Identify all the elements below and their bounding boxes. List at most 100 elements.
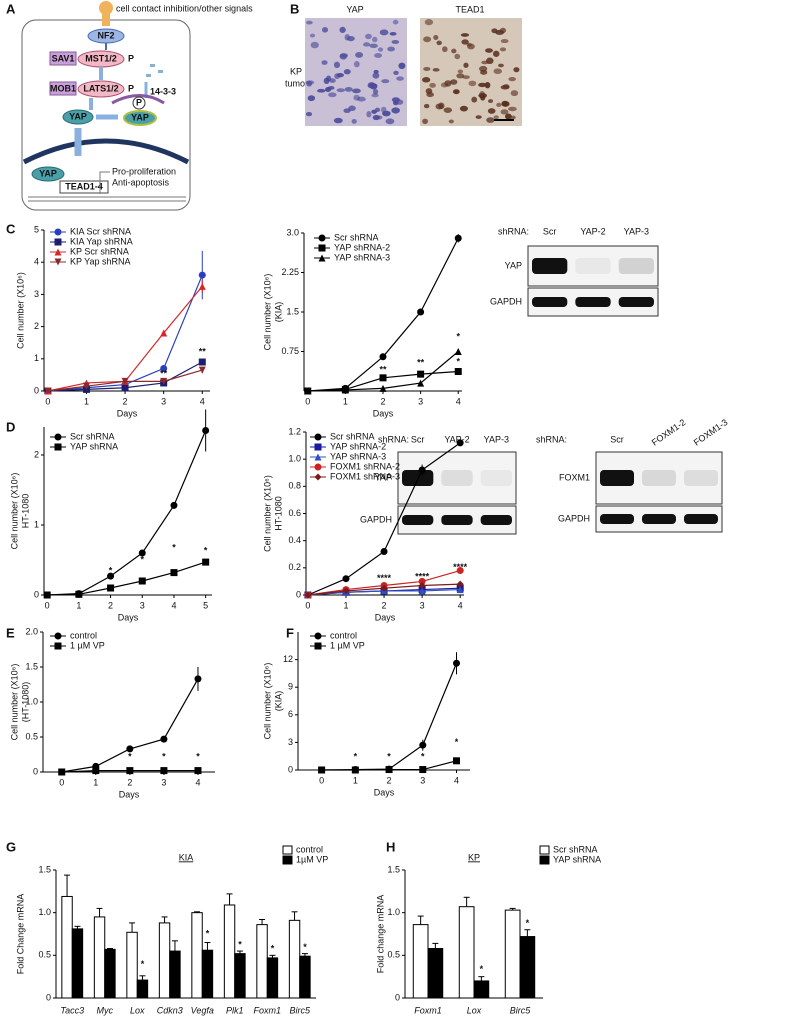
nucleus — [499, 47, 507, 52]
marker — [304, 591, 312, 599]
series-line — [47, 285, 203, 392]
row-label: GAPDH — [360, 514, 392, 524]
legend-label: Scr shRNA — [330, 431, 375, 441]
marker — [121, 384, 129, 392]
panel-label: E — [6, 625, 15, 640]
annotation: ** — [417, 357, 425, 367]
bar — [256, 924, 268, 999]
chart-title: KIA — [179, 852, 194, 862]
nucleus — [321, 60, 328, 65]
marker — [304, 387, 312, 395]
nucleus — [423, 103, 430, 109]
legend-swatch — [539, 855, 550, 865]
legend-label: Scr shRNA — [70, 431, 115, 441]
legend-label: YAP shRNA-2 — [330, 441, 386, 451]
band — [532, 297, 568, 307]
outcome-label: Anti-apoptosis — [112, 177, 170, 187]
blot-lead: shRNA: — [536, 434, 567, 444]
marker — [417, 370, 425, 378]
adaptor-glyph — [158, 70, 163, 73]
marker — [418, 577, 426, 585]
band — [441, 515, 473, 525]
marker — [170, 501, 178, 509]
bar — [266, 957, 279, 999]
nucleus — [372, 88, 379, 95]
marker — [198, 271, 206, 279]
nucleus — [355, 51, 364, 58]
bar — [234, 953, 246, 999]
nucleus — [353, 94, 360, 101]
nucleus — [398, 62, 406, 70]
nucleus — [372, 36, 378, 43]
bar — [201, 949, 214, 999]
nucleus — [508, 77, 516, 82]
signal-label: cell contact inhibition/other signals — [116, 3, 253, 13]
bar — [288, 919, 301, 999]
yap-node — [31, 166, 65, 182]
lane-label: FOXM1-2 — [650, 417, 688, 448]
marker — [454, 234, 462, 242]
y-tick-label: 12 — [283, 654, 293, 664]
nucleus — [382, 110, 391, 117]
y-tick-label: 4 — [34, 257, 39, 267]
y-tick-label: 0.5 — [25, 731, 38, 741]
legend-label: 1 µM VP — [70, 640, 105, 650]
band — [441, 470, 473, 486]
band — [618, 297, 654, 307]
nucleus — [491, 28, 498, 34]
annotation: * — [354, 751, 358, 761]
nucleus — [333, 61, 341, 69]
y-tick-label: 2.25 — [281, 267, 299, 277]
marker — [198, 282, 206, 290]
nucleus — [480, 69, 488, 75]
bar — [126, 931, 138, 999]
nucleus — [343, 69, 351, 75]
nucleus — [321, 27, 329, 33]
nucleus — [500, 85, 510, 90]
marker — [54, 238, 62, 246]
nucleus — [442, 46, 448, 53]
band — [684, 470, 718, 486]
annotation: * — [196, 752, 200, 762]
nucleus — [391, 107, 400, 114]
nucleus — [510, 90, 519, 97]
x-axis-label: Days — [374, 787, 395, 797]
nucleus — [450, 79, 458, 85]
y-tick-label: 1.5 — [286, 306, 299, 316]
marker — [194, 675, 202, 683]
x-tick-label: 4 — [195, 777, 200, 787]
x-tick-label: 3 — [420, 600, 425, 610]
x-axis-label: Days — [118, 612, 139, 622]
legend-label: 1µM VP — [296, 854, 328, 864]
bar — [136, 979, 149, 999]
nucleus — [367, 82, 376, 89]
phospho-label: P — [128, 53, 134, 63]
lats-label: LATS1/2 — [83, 83, 118, 93]
marker — [54, 632, 62, 640]
row-label: KP — [290, 66, 302, 76]
nucleus — [387, 46, 396, 52]
nucleus — [513, 67, 520, 73]
x-tick-label: 2 — [108, 600, 113, 610]
lane-label: Scr — [411, 434, 425, 444]
marker — [160, 377, 168, 385]
legend-label: 1 µM VP — [330, 640, 365, 650]
x-tick-label: 4 — [454, 775, 459, 785]
bar — [61, 895, 73, 999]
nucleus — [504, 113, 512, 120]
marker — [126, 745, 134, 753]
marker — [456, 580, 464, 588]
nucleus — [426, 92, 434, 98]
marker — [341, 386, 349, 394]
mst-label: MST1/2 — [85, 53, 117, 63]
phospho-label: P — [128, 83, 134, 93]
marker — [107, 584, 115, 592]
lane-label: Scr — [610, 434, 624, 444]
y-axis-label: Cell number (X10⁶) — [262, 475, 272, 552]
receptor — [99, 1, 113, 15]
nucleus — [379, 29, 389, 36]
y-tick-label: 0.5 — [38, 950, 51, 960]
legend-swatch — [539, 845, 550, 855]
marker — [160, 767, 168, 775]
nucleus — [422, 118, 429, 125]
